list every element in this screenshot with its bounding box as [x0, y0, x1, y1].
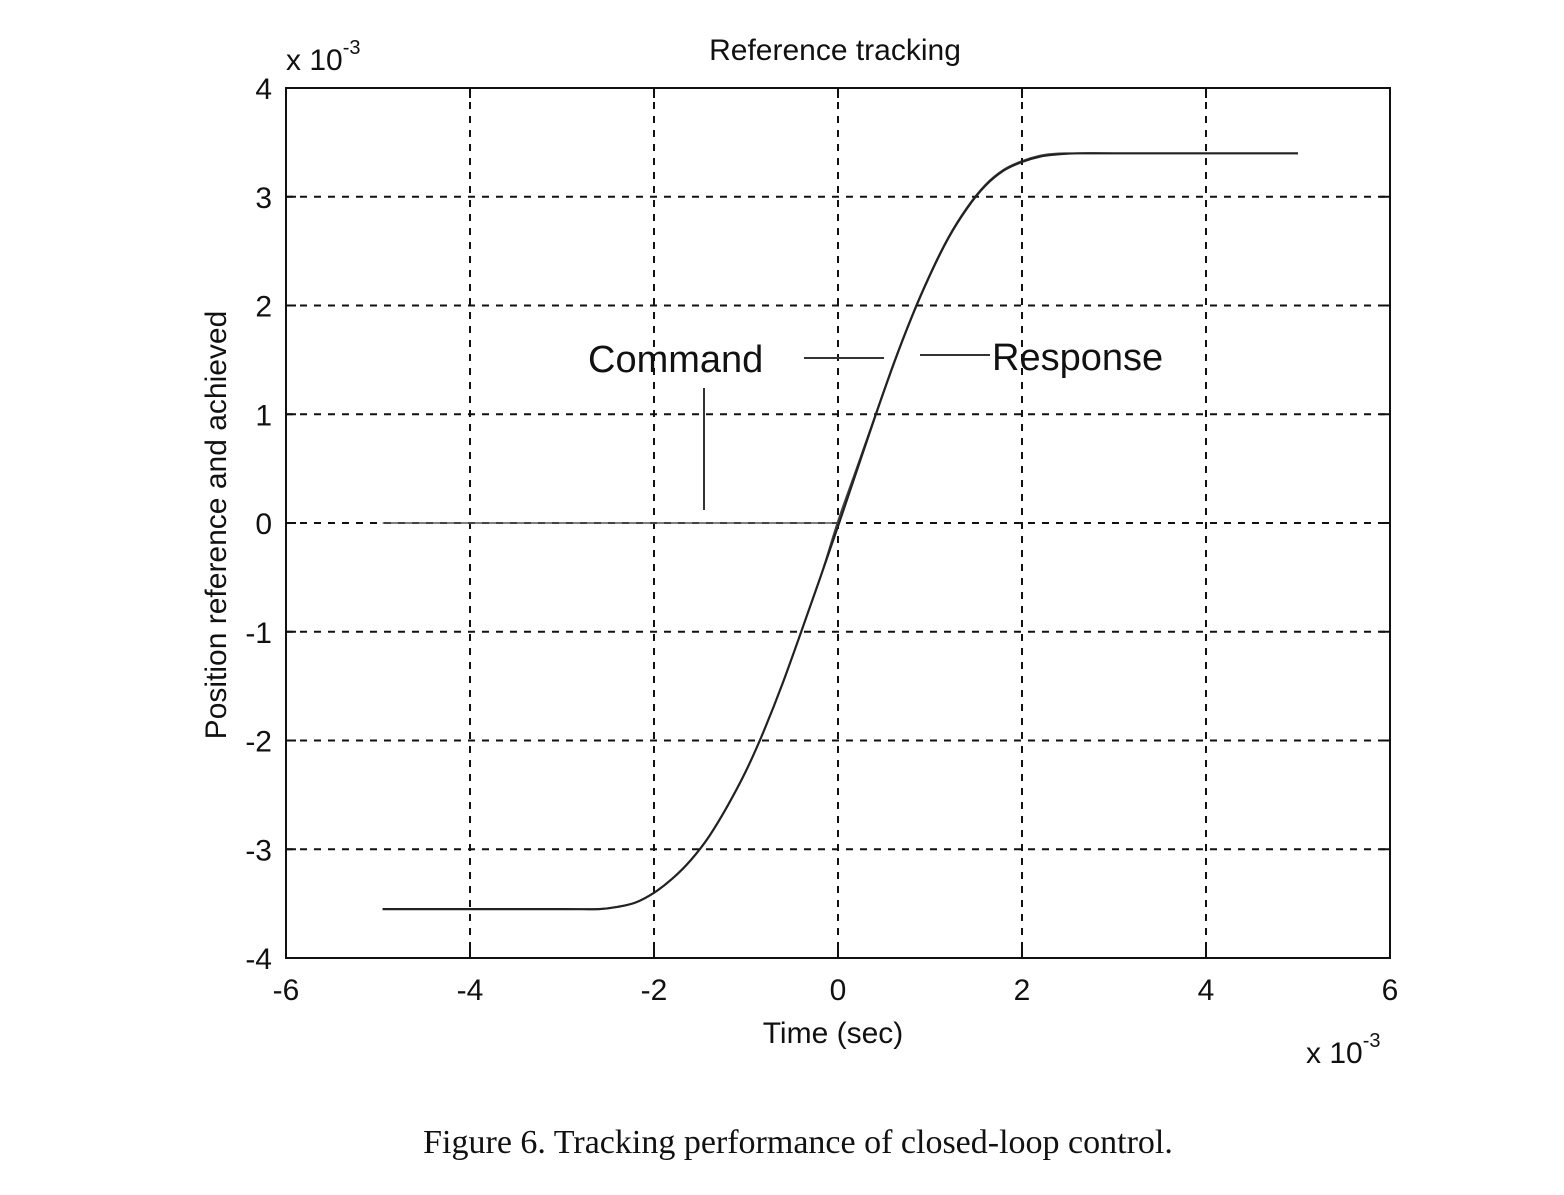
figure-caption: Figure 6. Tracking performance of closed… [423, 1124, 1173, 1161]
y-axis-multiplier: x 10-3 [286, 37, 361, 77]
x-tick-label: 4 [1198, 974, 1215, 1007]
x-axis-multiplier: x 10-3 [1306, 1030, 1381, 1070]
series-lines [382, 152, 1298, 911]
y-tick-label: 2 [255, 291, 272, 324]
y-multiplier-base: x 10 [286, 44, 343, 77]
y-tick-label: -3 [245, 834, 272, 867]
plot-area-frame [285, 87, 1391, 959]
y-tick-label: -2 [245, 726, 272, 759]
x-tick-label: 2 [1014, 974, 1031, 1007]
y-tick-label: -1 [245, 617, 272, 650]
x-tick-label: -4 [457, 974, 484, 1007]
y-tick-label: 0 [255, 508, 272, 541]
series-line-response [382, 152, 1298, 911]
x-multiplier-exponent: -3 [1363, 1030, 1381, 1052]
x-tick-label: 6 [1382, 974, 1399, 1007]
x-tick-label: -2 [641, 974, 668, 1007]
chart-title: Reference tracking [709, 34, 961, 67]
y-axis-label: Position reference and achieved [200, 311, 233, 740]
x-tick-label: 0 [830, 974, 847, 1007]
response-annotation: Response [992, 337, 1163, 379]
x-axis-label: Time (sec) [763, 1017, 904, 1050]
y-tick-label: 4 [255, 73, 272, 106]
x-multiplier-base: x 10 [1306, 1037, 1363, 1070]
y-multiplier-exponent: -3 [343, 37, 361, 59]
command-annotation: Command [588, 339, 763, 381]
y-tick-label: 3 [255, 182, 272, 215]
y-tick-label: 1 [255, 399, 272, 432]
x-tick-label: -6 [273, 974, 300, 1007]
y-tick-label: -4 [245, 943, 272, 976]
